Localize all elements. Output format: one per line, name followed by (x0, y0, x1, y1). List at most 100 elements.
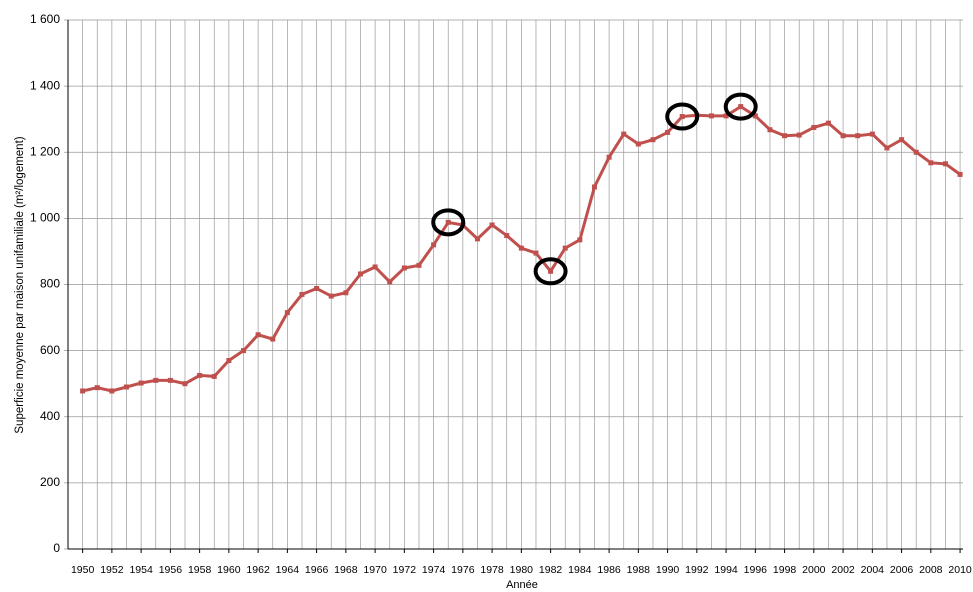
y-tick-label: 800 (40, 277, 60, 291)
x-tick-label: 1964 (276, 564, 300, 576)
point (650, 137, 656, 143)
point (489, 222, 495, 228)
x-tick-label: 1990 (656, 564, 680, 576)
point (94, 385, 100, 391)
y-tick-label: 0 (53, 541, 60, 555)
highlight-circle (533, 257, 568, 286)
point (240, 348, 246, 354)
x-tick-label: 1976 (451, 564, 475, 576)
point (197, 372, 203, 378)
highlight-circle (723, 92, 758, 121)
y-axis-label: Superficie moyenne par maison unifamilia… (14, 136, 26, 433)
y-tick-label: 1 400 (30, 78, 60, 92)
point (431, 242, 437, 248)
point (752, 113, 758, 119)
x-tick-label: 1956 (159, 564, 183, 576)
highlight-circle (431, 208, 466, 237)
x-tick-label: 1992 (685, 564, 709, 576)
point (299, 291, 305, 297)
x-tick-label: 1982 (539, 564, 563, 576)
point (226, 358, 232, 364)
x-tick-label: 1952 (100, 564, 124, 576)
point (387, 279, 393, 285)
point (372, 264, 378, 270)
x-axis-label: Année (506, 579, 538, 591)
y-tick-label: 200 (40, 475, 60, 489)
point (957, 171, 963, 177)
point (357, 271, 363, 277)
x-tick-label: 2004 (861, 564, 885, 576)
point (314, 285, 320, 291)
point (138, 380, 144, 386)
x-tick-label: 2002 (831, 564, 855, 576)
point (665, 129, 671, 135)
point (796, 132, 802, 138)
x-tick-label: 1988 (627, 564, 651, 576)
x-tick-label: 1958 (188, 564, 212, 576)
x-tick-label: 1986 (597, 564, 621, 576)
highlight-circle (665, 102, 700, 131)
point (343, 290, 349, 296)
point (416, 262, 422, 268)
point (80, 388, 86, 394)
point (284, 310, 290, 316)
point (211, 373, 217, 379)
point (182, 381, 188, 387)
point (328, 293, 334, 299)
point (591, 184, 597, 190)
x-tick-label: 1968 (334, 564, 358, 576)
x-tick-label: 2000 (802, 564, 826, 576)
point (109, 388, 115, 394)
x-tick-label: 1950 (71, 564, 95, 576)
x-tick-label: 1984 (568, 564, 592, 576)
x-tick-label: 1970 (363, 564, 387, 576)
point (942, 161, 948, 167)
point (884, 145, 890, 151)
point (738, 104, 744, 110)
point (153, 377, 159, 383)
x-tick-label: 1966 (305, 564, 329, 576)
x-tick-label: 1996 (744, 564, 768, 576)
point (621, 131, 627, 137)
point (533, 250, 539, 256)
y-tick-label: 1 200 (30, 144, 60, 158)
x-tick-label: 1960 (217, 564, 241, 576)
y-tick-label: 600 (40, 343, 60, 357)
point (708, 113, 714, 119)
point (840, 133, 846, 139)
x-tick-label: 1972 (393, 564, 417, 576)
x-tick-label: 1954 (129, 564, 153, 576)
point (635, 141, 641, 147)
x-tick-label: 2008 (919, 564, 943, 576)
y-tick-label: 400 (40, 409, 60, 423)
x-tick-label: 1962 (246, 564, 270, 576)
point (548, 268, 554, 274)
point (445, 219, 451, 225)
point (825, 120, 831, 126)
point (401, 265, 407, 271)
point (123, 384, 129, 390)
point (577, 237, 583, 243)
x-tick-label: 1980 (510, 564, 534, 576)
x-tick-label: 2010 (948, 564, 972, 576)
point (474, 236, 480, 242)
point (767, 127, 773, 133)
x-tick-label: 1998 (773, 564, 797, 576)
point (518, 245, 524, 251)
point (913, 149, 919, 155)
point (167, 377, 173, 383)
y-tick-label: 1 600 (30, 12, 60, 26)
point (270, 336, 276, 342)
point (869, 131, 875, 137)
y-tick-label: 1 000 (30, 211, 60, 225)
x-tick-label: 1994 (714, 564, 738, 576)
point (811, 124, 817, 130)
point (679, 114, 685, 120)
point (899, 137, 905, 143)
point (928, 160, 934, 166)
x-tick-label: 1978 (480, 564, 504, 576)
point (782, 133, 788, 139)
x-tick-label: 2006 (890, 564, 914, 576)
